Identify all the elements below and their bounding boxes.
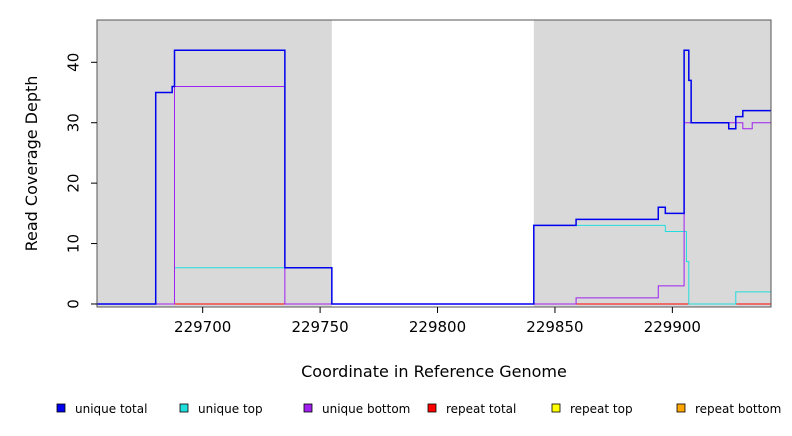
y-tick-label: 40 [64,53,82,72]
x-axis-title: Coordinate in Reference Genome [301,362,567,381]
legend-label: unique bottom [322,402,410,416]
legend-label: repeat total [446,402,516,416]
shaded-region-2 [533,20,771,307]
series-lines [97,49,771,305]
legend-item-repeat-bottom: repeat bottom [676,402,781,416]
y-axis: 0 10 20 30 40 [64,53,97,309]
legend-swatch [303,403,313,413]
y-tick-label: 30 [64,113,82,132]
legend-item-unique-bottom: unique bottom [303,402,410,416]
legend-swatch [551,403,561,413]
legend-label: repeat bottom [695,402,781,416]
y-tick-label: 0 [64,299,82,309]
legend-swatch [56,403,66,413]
legend-swatch [427,403,437,413]
x-axis: 229700 229750 229800 229850 229900 [174,307,701,336]
legend-swatch [179,403,189,413]
x-tick-label: 229800 [409,318,466,336]
x-tick-label: 229850 [526,318,583,336]
plot-frame [96,19,772,308]
legend-item-repeat-top: repeat top [551,402,633,416]
x-tick-label: 229750 [291,318,348,336]
shaded-regions [97,20,771,307]
x-tick-label: 229900 [644,318,701,336]
y-tick-label: 20 [64,174,82,193]
legend-swatch [676,403,686,413]
x-tick-label: 229700 [174,318,231,336]
series-line-unique-total [97,49,771,305]
legend-label: unique total [75,402,147,416]
y-axis-title: Read Coverage Depth [22,76,41,252]
legend-item-repeat-total: repeat total [427,402,516,416]
legend-item-unique-total: unique total [56,402,147,416]
legend-label: repeat top [570,402,633,416]
shaded-region-1 [97,20,332,307]
series-line-unique-bottom [97,85,771,305]
y-tick-label: 10 [64,234,82,253]
legend-item-unique-top: unique top [179,402,263,416]
legend: unique total unique top unique bottom repea… [56,402,781,416]
legend-label: unique top [198,402,263,416]
